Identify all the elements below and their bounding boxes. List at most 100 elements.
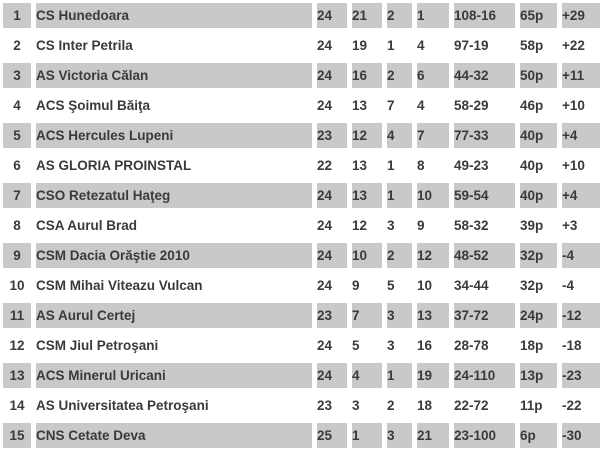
cell-points: 50p xyxy=(520,63,557,88)
cell-pos: 4 xyxy=(3,93,31,118)
cell-pos: 8 xyxy=(3,213,31,238)
cell-goals: 97-19 xyxy=(454,33,515,58)
cell-diff: -23 xyxy=(562,363,600,388)
cell-played: 24 xyxy=(317,33,347,58)
cell-points: 32p xyxy=(520,273,557,298)
cell-wins: 3 xyxy=(352,393,382,418)
table-row: 8 CSA Aurul Brad 24 12 3 9 58-32 39p +3 xyxy=(3,213,600,238)
cell-points: 18p xyxy=(520,333,557,358)
cell-losses: 18 xyxy=(417,393,449,418)
cell-draws: 7 xyxy=(387,93,412,118)
cell-diff: -12 xyxy=(562,303,600,328)
cell-diff: +10 xyxy=(562,93,600,118)
cell-wins: 13 xyxy=(352,93,382,118)
cell-draws: 3 xyxy=(387,213,412,238)
table-row: 14 AS Universitatea Petroşani 23 3 2 18 22-72 1… xyxy=(3,393,600,418)
cell-played: 24 xyxy=(317,93,347,118)
cell-team: CSM Mihai Viteazu Vulcan xyxy=(36,273,312,298)
table-row: 2 CS Inter Petrila 24 19 1 4 97-19 58p +22 xyxy=(3,33,600,58)
cell-losses: 13 xyxy=(417,303,449,328)
cell-wins: 13 xyxy=(352,183,382,208)
table-row: 3 AS Victoria Călan 24 16 2 6 44-32 50p +11 xyxy=(3,63,600,88)
cell-draws: 1 xyxy=(387,153,412,178)
cell-goals: 59-54 xyxy=(454,183,515,208)
table-row: 1 CS Hunedoara 24 21 2 1 108-16 65p +29 xyxy=(3,3,600,28)
cell-wins: 19 xyxy=(352,33,382,58)
cell-goals: 58-29 xyxy=(454,93,515,118)
cell-played: 24 xyxy=(317,243,347,268)
table-row: 9 CSM Dacia Orăştie 2010 24 10 2 12 48-52 32p -4 xyxy=(3,243,600,268)
cell-played: 24 xyxy=(317,333,347,358)
cell-played: 24 xyxy=(317,273,347,298)
cell-goals: 28-78 xyxy=(454,333,515,358)
cell-draws: 1 xyxy=(387,183,412,208)
cell-team: AS Victoria Călan xyxy=(36,63,312,88)
cell-pos: 15 xyxy=(3,423,31,448)
cell-team: CNS Cetate Deva xyxy=(36,423,312,448)
cell-goals: 24-110 xyxy=(454,363,515,388)
cell-pos: 13 xyxy=(3,363,31,388)
cell-team: CS Inter Petrila xyxy=(36,33,312,58)
cell-draws: 3 xyxy=(387,423,412,448)
cell-points: 40p xyxy=(520,123,557,148)
cell-played: 23 xyxy=(317,393,347,418)
cell-wins: 1 xyxy=(352,423,382,448)
cell-draws: 5 xyxy=(387,273,412,298)
cell-wins: 7 xyxy=(352,303,382,328)
cell-points: 40p xyxy=(520,183,557,208)
cell-draws: 2 xyxy=(387,63,412,88)
cell-draws: 2 xyxy=(387,393,412,418)
cell-points: 13p xyxy=(520,363,557,388)
table-row: 4 ACS Şoimul Băiţa 24 13 7 4 58-29 46p +10 xyxy=(3,93,600,118)
cell-team: ACS Hercules Lupeni xyxy=(36,123,312,148)
cell-points: 11p xyxy=(520,393,557,418)
cell-wins: 5 xyxy=(352,333,382,358)
cell-pos: 6 xyxy=(3,153,31,178)
cell-draws: 3 xyxy=(387,303,412,328)
cell-losses: 12 xyxy=(417,243,449,268)
cell-diff: +11 xyxy=(562,63,600,88)
cell-wins: 16 xyxy=(352,63,382,88)
cell-pos: 9 xyxy=(3,243,31,268)
cell-losses: 9 xyxy=(417,213,449,238)
cell-team: ACS Şoimul Băiţa xyxy=(36,93,312,118)
cell-team: CSM Jiul Petroşani xyxy=(36,333,312,358)
cell-team: CSA Aurul Brad xyxy=(36,213,312,238)
cell-diff: -18 xyxy=(562,333,600,358)
cell-goals: 22-72 xyxy=(454,393,515,418)
cell-diff: +3 xyxy=(562,213,600,238)
cell-wins: 12 xyxy=(352,213,382,238)
cell-draws: 2 xyxy=(387,3,412,28)
cell-draws: 1 xyxy=(387,33,412,58)
table-row: 12 CSM Jiul Petroşani 24 5 3 16 28-78 18p -18 xyxy=(3,333,600,358)
cell-losses: 8 xyxy=(417,153,449,178)
cell-losses: 6 xyxy=(417,63,449,88)
cell-played: 24 xyxy=(317,63,347,88)
cell-diff: -4 xyxy=(562,243,600,268)
cell-goals: 108-16 xyxy=(454,3,515,28)
cell-team: CS Hunedoara xyxy=(36,3,312,28)
cell-diff: -22 xyxy=(562,393,600,418)
table-row: 5 ACS Hercules Lupeni 23 12 4 7 77-33 40p +4 xyxy=(3,123,600,148)
cell-diff: -4 xyxy=(562,273,600,298)
cell-wins: 10 xyxy=(352,243,382,268)
cell-pos: 12 xyxy=(3,333,31,358)
cell-goals: 49-23 xyxy=(454,153,515,178)
table-row: 7 CSO Retezatul Haţeg 24 13 1 10 59-54 40p +4 xyxy=(3,183,600,208)
cell-points: 32p xyxy=(520,243,557,268)
cell-pos: 5 xyxy=(3,123,31,148)
cell-played: 23 xyxy=(317,123,347,148)
cell-diff: -30 xyxy=(562,423,600,448)
cell-diff: +29 xyxy=(562,3,600,28)
cell-points: 40p xyxy=(520,153,557,178)
cell-losses: 1 xyxy=(417,3,449,28)
cell-played: 24 xyxy=(317,213,347,238)
table-row: 15 CNS Cetate Deva 25 1 3 21 23-100 6p -30 xyxy=(3,423,600,448)
cell-losses: 10 xyxy=(417,273,449,298)
cell-played: 24 xyxy=(317,363,347,388)
cell-goals: 34-44 xyxy=(454,273,515,298)
cell-pos: 10 xyxy=(3,273,31,298)
cell-team: CSO Retezatul Haţeg xyxy=(36,183,312,208)
